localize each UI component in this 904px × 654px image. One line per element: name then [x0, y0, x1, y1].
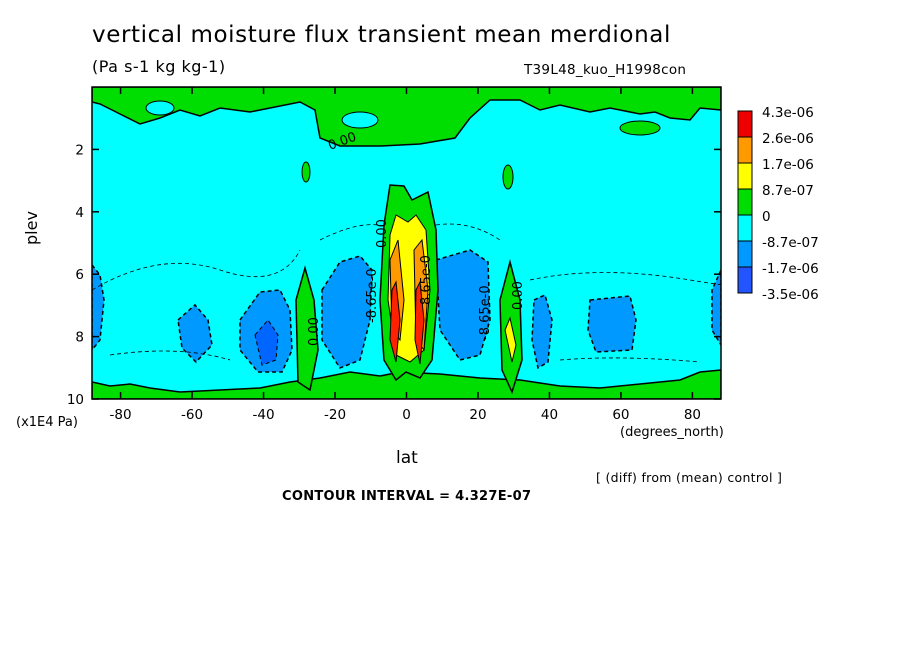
contour-label: -8.65e-0 — [365, 268, 380, 323]
fill-neg-6 — [587, 295, 637, 353]
contour-label: -8.65e-0 — [478, 285, 493, 340]
blob-top-2 — [341, 111, 379, 129]
color-legend: 4.3e-06 2.6e-06 1.7e-06 8.7e-07 0 -8.7e-07 -1.… — [737, 105, 819, 303]
chart-units: (Pa s-1 kg kg-1) — [92, 57, 226, 76]
legend-label: 0 — [762, 209, 771, 225]
contour-line-neg-5 — [109, 350, 231, 361]
x-tick-label: -80 — [110, 407, 132, 423]
x-axis-ticks: -80 -60 -40 -20 0 20 40 60 80 — [110, 87, 701, 423]
chart-title: vertical moisture flux transient mean me… — [92, 22, 671, 48]
x-tick-label: -60 — [181, 407, 203, 423]
x-tick-label: -40 — [253, 407, 275, 423]
x-axis-units: (degrees_north) — [620, 425, 724, 440]
contour-label: 0.00 — [511, 281, 526, 310]
x-tick-label: 40 — [541, 407, 558, 423]
x-axis-label: lat — [396, 448, 418, 468]
diff-note: [ (diff) from (mean) control ] — [596, 470, 783, 485]
contour-label: 0.00 — [375, 219, 390, 248]
legend-swatch — [737, 110, 753, 138]
legend-swatch — [737, 162, 753, 190]
legend-swatch — [737, 188, 753, 216]
plot-fields — [92, 87, 721, 399]
fill-top-positive-band — [92, 87, 721, 147]
y-tick-label: 8 — [75, 330, 84, 346]
fill-central-red-1 — [389, 280, 401, 363]
legend-label: -3.5e-06 — [762, 287, 819, 303]
legend-swatch — [737, 266, 753, 294]
x-tick-label: 60 — [612, 407, 629, 423]
contour-line-neg-6 — [559, 357, 701, 363]
x-tick-label: -20 — [324, 407, 346, 423]
blob-pos-small-2 — [502, 164, 514, 190]
blob-top-3 — [619, 120, 661, 136]
x-tick-label: 20 — [469, 407, 486, 423]
legend-label: 1.7e-06 — [762, 157, 814, 173]
fill-pos-stripe-1 — [295, 265, 319, 392]
fill-central-red-2 — [414, 280, 425, 365]
y-tick-label: 10 — [67, 392, 84, 408]
fill-neg-5 — [531, 293, 553, 370]
legend-swatch — [737, 240, 753, 268]
contour-label: 8.65e-0 — [419, 255, 434, 305]
y-axis-units: (x1E4 Pa) — [16, 415, 78, 430]
legend-label: 8.7e-07 — [762, 183, 814, 199]
contour-interval: CONTOUR INTERVAL = 4.327E-07 — [282, 489, 532, 504]
x-tick-label: 0 — [402, 407, 411, 423]
legend-label: -8.7e-07 — [762, 235, 819, 251]
y-tick-label: 6 — [75, 267, 84, 283]
fill-neg-3 — [321, 255, 373, 369]
fill-pos-stripe-2-core — [504, 316, 517, 363]
y-tick-label: 4 — [75, 205, 84, 221]
contour-line-neg-2 — [319, 224, 385, 241]
legend-label: 2.6e-06 — [762, 131, 814, 147]
legend-swatch — [737, 214, 753, 242]
x-tick-label: 80 — [684, 407, 701, 423]
fill-neg-left-edge — [92, 263, 105, 352]
blob-pos-small-1 — [301, 161, 311, 183]
legend-swatch — [737, 136, 753, 164]
fill-neg-2-core — [254, 319, 279, 366]
contour-labels: 0.00 0.00 -8.65e-0 -8.65e-0 8.65e-0 0.00… — [307, 130, 526, 346]
legend-label: -1.7e-06 — [762, 261, 819, 277]
blob-top-1 — [145, 100, 175, 116]
y-axis-ticks: 2 4 6 8 10 — [67, 142, 721, 408]
fill-neg-4 — [435, 249, 491, 361]
run-name: T39L48_kuo_H1998con — [524, 62, 687, 78]
legend-label: 4.3e-06 — [762, 105, 814, 121]
fill-neg-1 — [177, 303, 213, 364]
contour-line-neg-1 — [92, 249, 301, 291]
fill-neg-right-edge — [711, 269, 721, 347]
contour-label: 0.00 — [307, 317, 322, 346]
y-tick-label: 2 — [75, 142, 84, 158]
